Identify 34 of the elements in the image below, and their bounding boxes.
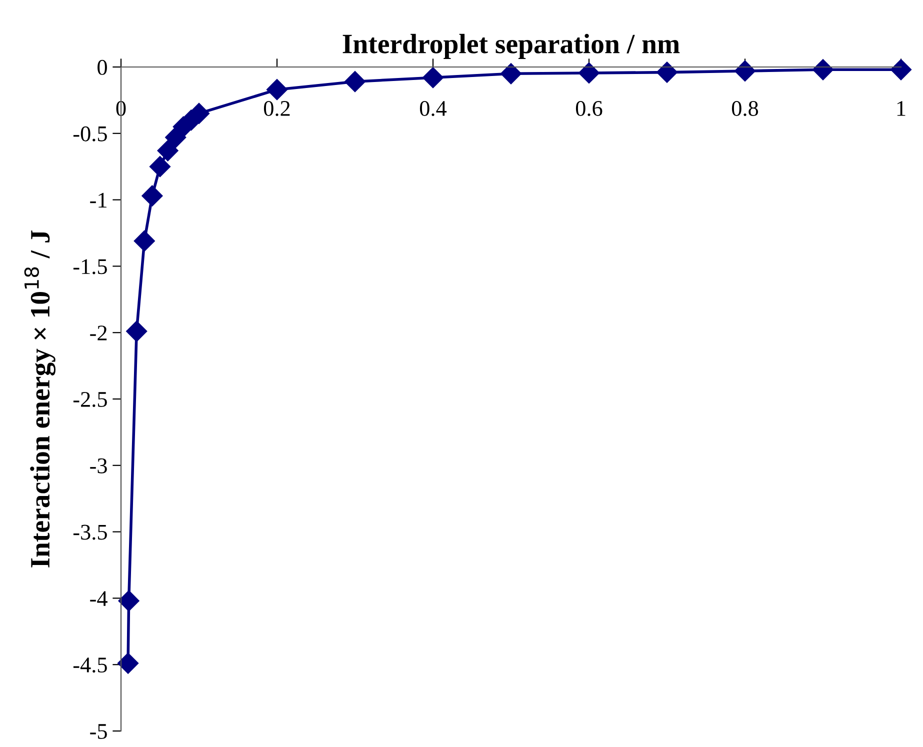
y-tick-label: -3 [90, 458, 107, 474]
point [500, 63, 522, 84]
point [422, 67, 444, 88]
point [266, 79, 288, 100]
x-tick-label: 0.2 [264, 100, 290, 116]
y-tick-label: -1.5 [73, 259, 107, 274]
point [578, 62, 600, 84]
y-tick-label: -4 [90, 591, 108, 606]
y-tick-label: -2.5 [73, 392, 107, 408]
point [656, 62, 678, 83]
point [149, 156, 171, 178]
y-tick-label: -0.5 [73, 126, 107, 142]
y-tick-label: -1 [90, 192, 106, 208]
y-axis-title: Interaction energy × 10$^{18}$ / J [24, 230, 56, 568]
point [344, 71, 366, 92]
point [734, 60, 756, 82]
x-tick-label: 1 [897, 101, 906, 116]
point [812, 59, 834, 80]
x-tick-label: 0.4 [420, 100, 447, 116]
y-tick-label: 0 [98, 60, 107, 75]
x-axis-title: Interdroplet separation / nm [342, 34, 680, 60]
point [126, 320, 148, 342]
y-tick-label: -4.5 [73, 658, 107, 673]
y-tick-label: -3.5 [73, 524, 107, 540]
point [142, 185, 163, 206]
point [134, 230, 155, 252]
y-tick-label: -5 [90, 724, 107, 739]
point [890, 59, 912, 80]
x-tick-label: 0.6 [576, 100, 602, 116]
point [118, 590, 140, 612]
y-tick-label: -2 [90, 326, 107, 340]
x-tick-label: 0.8 [732, 100, 758, 116]
point [118, 652, 139, 674]
point [157, 140, 178, 162]
